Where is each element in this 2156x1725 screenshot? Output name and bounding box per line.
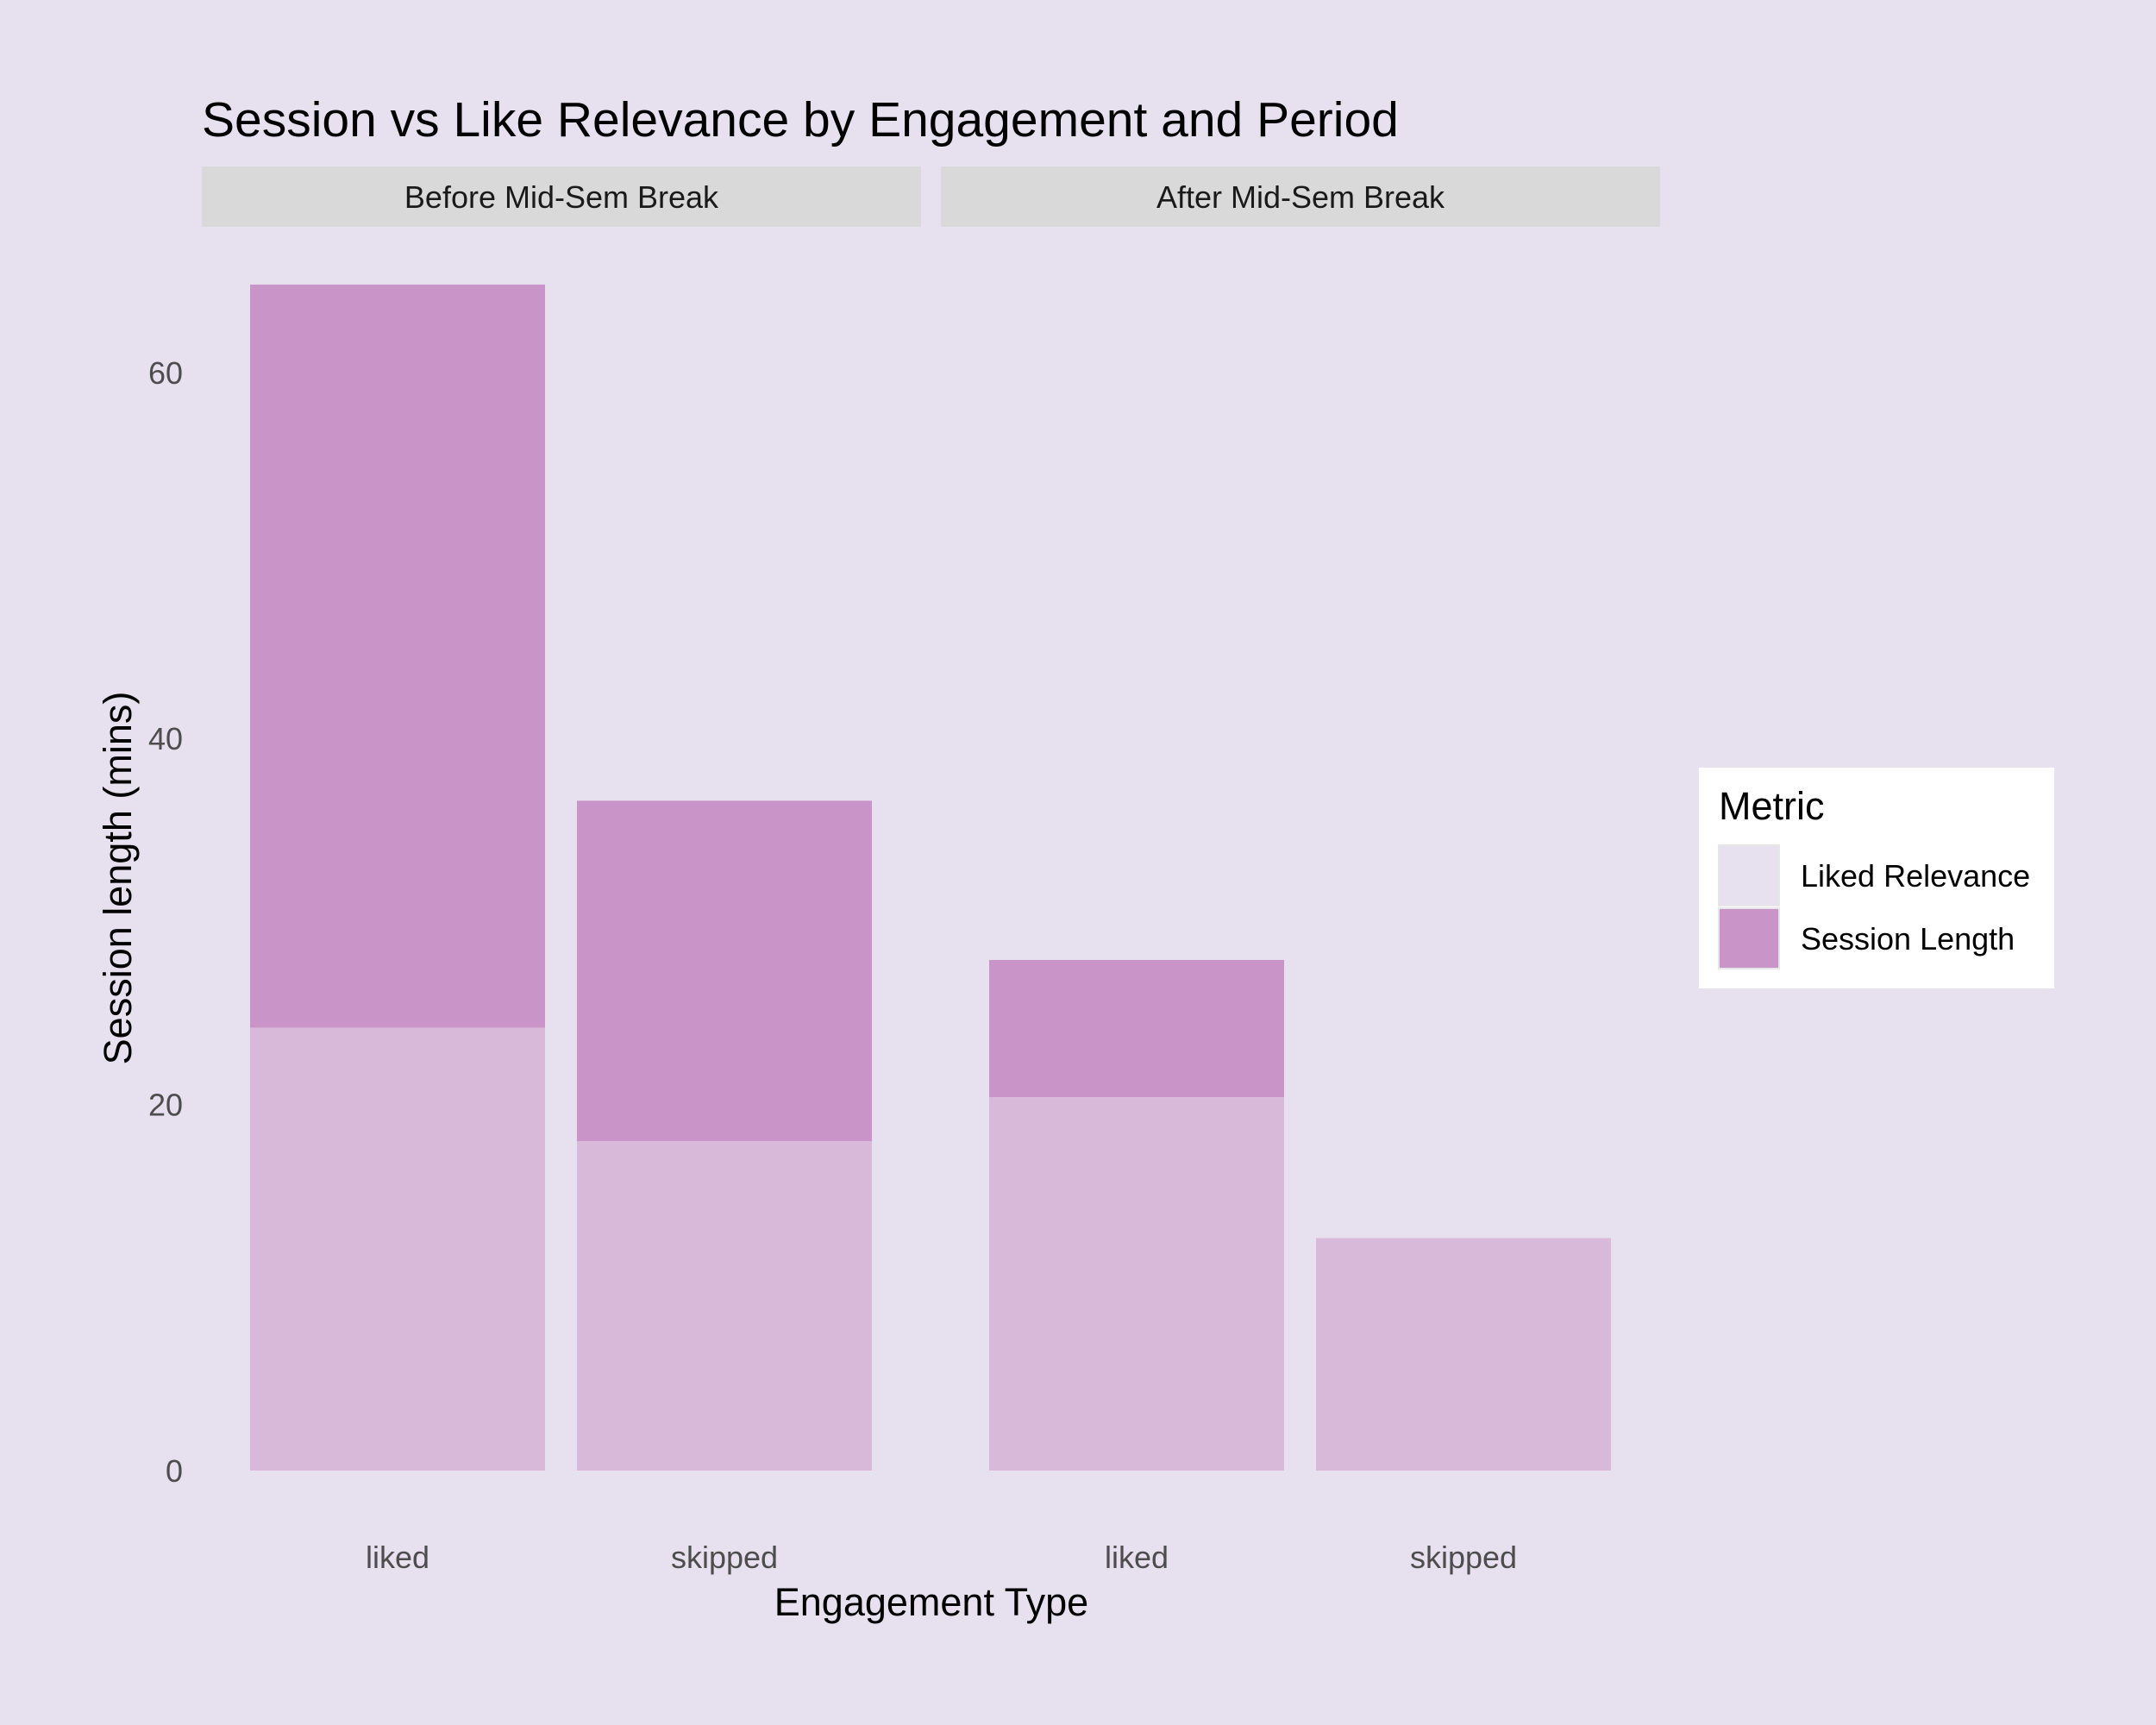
facet-strip xyxy=(202,166,921,227)
x-tick-label: skipped xyxy=(671,1540,778,1575)
facet-strip-label: After Mid-Sem Break xyxy=(1156,179,1445,215)
bar-liked-relevance xyxy=(989,1097,1284,1471)
bar-liked-relevance xyxy=(1316,1238,1611,1471)
chart-title: Session vs Like Relevance by Engagement … xyxy=(202,92,1399,147)
legend: Metric Liked Relevance Session Length xyxy=(1699,768,2054,988)
bar-session-length xyxy=(250,284,545,1028)
y-tick-label: 60 xyxy=(148,355,183,391)
bar-liked-relevance xyxy=(577,1141,872,1471)
y-axis: 0 20 40 60 xyxy=(148,355,183,1489)
x-tick-label: skipped xyxy=(1410,1540,1517,1575)
legend-item: Liked Relevance xyxy=(1718,844,2030,906)
facet-panel: After Mid-Sem Break liked skipped xyxy=(941,166,1660,1575)
facet-strip xyxy=(941,166,1660,227)
legend-key xyxy=(1718,907,1780,969)
legend-key xyxy=(1718,844,1780,906)
x-tick-label: liked xyxy=(1105,1540,1169,1575)
facet-strip-label: Before Mid-Sem Break xyxy=(404,179,719,215)
y-tick-label: 0 xyxy=(166,1453,183,1489)
y-tick-label: 40 xyxy=(148,721,183,756)
facet-panel: Before Mid-Sem Break liked skipped xyxy=(202,166,921,1575)
x-axis-label: Engagement Type xyxy=(774,1580,1088,1624)
y-axis-label: Session length (mins) xyxy=(96,692,140,1065)
legend-item: Session Length xyxy=(1718,907,2015,969)
bar-liked-relevance xyxy=(250,1027,545,1471)
legend-label: Liked Relevance xyxy=(1801,858,2030,894)
bar-session-length xyxy=(577,800,872,1142)
legend-title: Metric xyxy=(1719,784,1825,828)
y-tick-label: 20 xyxy=(148,1088,183,1123)
legend-label: Session Length xyxy=(1801,921,2015,957)
bar-session-length xyxy=(989,959,1284,1098)
x-tick-label: liked xyxy=(366,1540,429,1575)
